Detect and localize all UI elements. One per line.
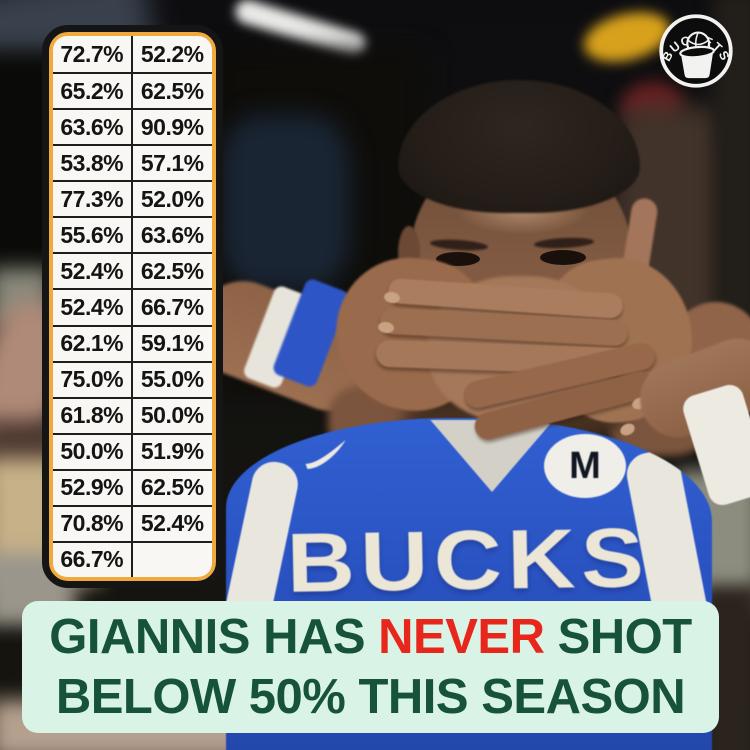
caption-banner: GIANNIS HAS NEVER SHOT BELOW 50% THIS SE… xyxy=(22,601,719,733)
table-cell: 72.7% xyxy=(53,36,133,73)
arena-chair-blur xyxy=(220,115,350,290)
table-cell: 50.0% xyxy=(53,432,133,469)
table-cell: 51.9% xyxy=(132,432,212,469)
table-cell: 55.6% xyxy=(53,216,133,253)
table-cell: 52.9% xyxy=(53,468,133,505)
shooting-percentage-table: 72.7% 52.2% 65.2% 62.5% 63.6% 90.9% 53.8… xyxy=(42,25,223,588)
table-cell: 90.9% xyxy=(132,108,212,144)
caption-highlight: NEVER xyxy=(378,610,545,664)
motorola-m-icon: M xyxy=(569,444,601,487)
table-cell: 62.5% xyxy=(132,468,212,505)
table-cell: 53.8% xyxy=(53,144,133,181)
table-cell: 77.3% xyxy=(53,180,133,217)
caption-line-2: BELOW 50% THIS SEASON xyxy=(55,670,686,724)
table-cell: 52.4% xyxy=(53,252,133,289)
table-cell xyxy=(132,540,212,577)
caption-text: GIANNIS HAS xyxy=(49,610,379,664)
table-cell: 52.0% xyxy=(132,180,212,216)
table-cell: 62.5% xyxy=(132,252,212,288)
table-cell: 57.1% xyxy=(132,144,212,180)
bucket-icon xyxy=(679,45,715,79)
table-cell: 62.5% xyxy=(132,72,212,108)
motorola-logo: M xyxy=(544,434,626,498)
table-cell: 66.7% xyxy=(53,540,133,577)
table-cell: 59.1% xyxy=(132,324,212,361)
table-cell: 65.2% xyxy=(53,72,133,109)
buckets-logo: BUCKETS xyxy=(658,13,734,89)
table-cell: 50.0% xyxy=(132,396,212,433)
table-cell: 62.1% xyxy=(53,324,133,361)
table-cell: 61.8% xyxy=(53,396,133,433)
table-cell: 52.4% xyxy=(53,288,133,325)
player-hair xyxy=(398,80,640,213)
player-eye-left xyxy=(436,252,480,266)
table-cell: 66.7% xyxy=(132,288,212,324)
table-cell: 52.4% xyxy=(132,504,212,541)
player-eye-right xyxy=(540,250,586,265)
table-grid: 72.7% 52.2% 65.2% 62.5% 63.6% 90.9% 53.8… xyxy=(53,36,212,577)
nike-swoosh-icon xyxy=(300,436,352,472)
table-cell: 63.6% xyxy=(132,216,212,252)
jersey-wordmark: BUCKS xyxy=(285,510,651,610)
table-cell: 55.0% xyxy=(132,360,212,397)
table-cell: 75.0% xyxy=(53,360,133,397)
caption-text: SHOT xyxy=(544,610,693,664)
table-cell: 52.2% xyxy=(140,40,204,67)
caption-line-1: GIANNIS HAS NEVER SHOT xyxy=(49,607,693,667)
table-cell: 63.6% xyxy=(53,108,133,145)
table-cell: 70.8% xyxy=(53,504,133,541)
